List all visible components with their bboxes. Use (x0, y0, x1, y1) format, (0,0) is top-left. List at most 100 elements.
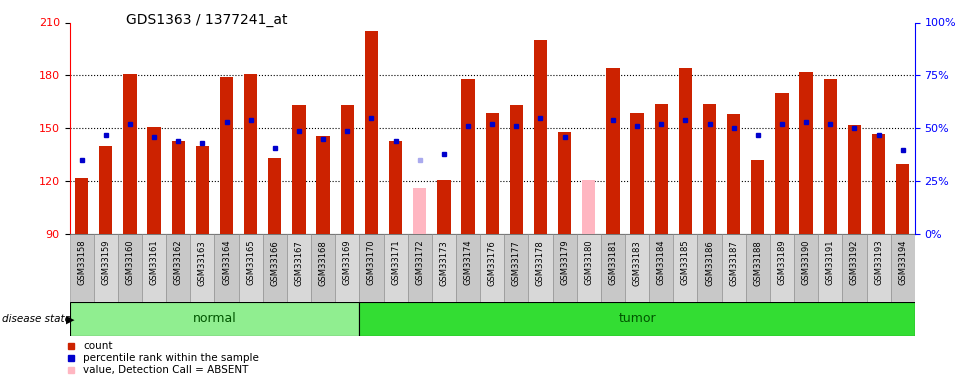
Bar (486, 112, 498, 234)
Text: GSM33181: GSM33181 (609, 240, 617, 285)
Text: GSM33179: GSM33179 (560, 240, 569, 285)
Text: percentile rank within the sample: percentile rank within the sample (83, 353, 259, 363)
Bar (770, 234, 794, 302)
Bar (359, 234, 384, 302)
Text: GSM33174: GSM33174 (464, 240, 472, 285)
Bar (70, 302, 359, 336)
Bar (655, 104, 668, 234)
Text: value, Detection Call = ABSENT: value, Detection Call = ABSENT (83, 365, 248, 375)
Bar (577, 234, 601, 302)
Text: GSM33191: GSM33191 (826, 240, 835, 285)
Text: count: count (83, 341, 113, 351)
Text: GSM33185: GSM33185 (681, 240, 690, 285)
Bar (335, 234, 359, 302)
Bar (867, 234, 891, 302)
Bar (389, 141, 402, 234)
Bar (293, 105, 305, 234)
Text: GSM33189: GSM33189 (778, 240, 786, 285)
Bar (311, 234, 335, 302)
Bar (746, 234, 770, 302)
Text: GSM33177: GSM33177 (512, 240, 521, 285)
Bar (220, 77, 233, 234)
Bar (214, 234, 239, 302)
Bar (166, 234, 190, 302)
Text: GSM33180: GSM33180 (584, 240, 593, 285)
Text: GSM33192: GSM33192 (850, 240, 859, 285)
Bar (148, 127, 160, 234)
Text: GSM33186: GSM33186 (705, 240, 714, 285)
Text: GSM33166: GSM33166 (270, 240, 279, 285)
Bar (263, 234, 287, 302)
Bar (142, 234, 166, 302)
Bar (75, 178, 88, 234)
Bar (359, 302, 915, 336)
Bar (287, 234, 311, 302)
Bar (190, 234, 214, 302)
Bar (842, 234, 867, 302)
Bar (631, 112, 643, 234)
Text: GSM33159: GSM33159 (101, 240, 110, 285)
Bar (384, 234, 408, 302)
Bar (697, 234, 722, 302)
Bar (510, 105, 523, 234)
Bar (800, 72, 812, 234)
Bar (534, 40, 547, 234)
Bar (824, 79, 837, 234)
Text: GSM33158: GSM33158 (77, 240, 86, 285)
Bar (752, 160, 764, 234)
Bar (553, 234, 577, 302)
Text: normal: normal (192, 312, 237, 325)
Text: disease state: disease state (2, 315, 71, 324)
Bar (118, 234, 142, 302)
Text: GSM33188: GSM33188 (753, 240, 762, 285)
Text: GSM33168: GSM33168 (319, 240, 327, 285)
Text: GSM33167: GSM33167 (295, 240, 303, 285)
Bar (438, 180, 450, 234)
Text: GSM33163: GSM33163 (198, 240, 207, 285)
Text: GSM33165: GSM33165 (246, 240, 255, 285)
Bar (896, 164, 909, 234)
Text: GSM33194: GSM33194 (898, 240, 907, 285)
Bar (625, 234, 649, 302)
Bar (872, 134, 885, 234)
Bar (601, 234, 625, 302)
Text: GSM33172: GSM33172 (415, 240, 424, 285)
Text: GSM33161: GSM33161 (150, 240, 158, 285)
Text: GSM33187: GSM33187 (729, 240, 738, 285)
Text: GSM33178: GSM33178 (536, 240, 545, 285)
Text: GSM33171: GSM33171 (391, 240, 400, 285)
Bar (365, 32, 378, 234)
Text: GSM33162: GSM33162 (174, 240, 183, 285)
Text: GSM33190: GSM33190 (802, 240, 810, 285)
Bar (70, 234, 94, 302)
Text: GSM33184: GSM33184 (657, 240, 666, 285)
Bar (673, 234, 697, 302)
Text: GSM33170: GSM33170 (367, 240, 376, 285)
Bar (558, 132, 571, 234)
Bar (94, 234, 118, 302)
Bar (269, 159, 281, 234)
Text: GSM33164: GSM33164 (222, 240, 231, 285)
Text: GSM33169: GSM33169 (343, 240, 352, 285)
Text: GDS1363 / 1377241_at: GDS1363 / 1377241_at (126, 13, 287, 27)
Bar (776, 93, 788, 234)
Bar (456, 234, 480, 302)
Text: GSM33193: GSM33193 (874, 240, 883, 285)
Bar (196, 146, 209, 234)
Bar (504, 234, 528, 302)
Bar (679, 68, 692, 234)
Bar (727, 114, 740, 234)
Text: ▶: ▶ (66, 315, 74, 324)
Bar (607, 68, 619, 234)
Bar (317, 135, 329, 234)
Bar (722, 234, 746, 302)
Bar (99, 146, 112, 234)
Bar (413, 189, 426, 234)
Bar (462, 79, 474, 234)
Text: GSM33160: GSM33160 (126, 240, 134, 285)
Bar (528, 234, 553, 302)
Bar (891, 234, 915, 302)
Bar (818, 234, 842, 302)
Bar (582, 180, 595, 234)
Bar (124, 74, 136, 234)
